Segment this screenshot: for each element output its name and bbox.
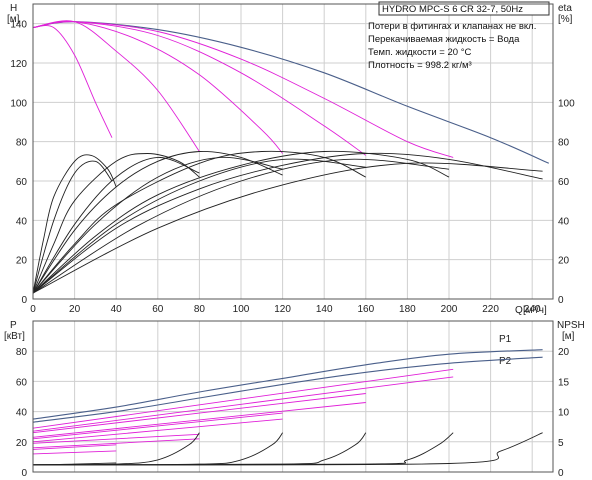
head-black-curve-8 [32, 150, 283, 294]
eta-tick-label: 40 [558, 216, 570, 227]
power-curves [32, 349, 543, 466]
head-black-curve-13 [32, 156, 200, 294]
flow-tick-label: 160 [357, 304, 374, 315]
flow-tick-label: 60 [152, 304, 164, 315]
npsh-axis-unit: [м] [562, 331, 575, 342]
eta-tick-label: 100 [558, 98, 575, 109]
head-tick-label: 80 [16, 138, 28, 149]
flow-axis-unit: [м³/ч] [523, 305, 547, 316]
power-axis-unit: [кВт] [4, 331, 25, 342]
flow-tick-label: 20 [69, 304, 81, 315]
eta-axis-label: eta [558, 3, 572, 14]
head-black-curve-6 [32, 154, 117, 294]
power-tick-label: 20 [16, 438, 28, 449]
npsh-tick-label: 20 [558, 347, 570, 358]
npsh-tick-label: 5 [558, 438, 564, 449]
power-outer-curve-0 [32, 349, 543, 420]
head-tick-label: 40 [16, 216, 28, 227]
head-axis-label: H [10, 3, 17, 14]
eta-tick-label: 0 [558, 295, 564, 306]
head-pink-curve-1 [32, 25, 113, 138]
head-tick-label: 120 [10, 59, 27, 70]
flow-tick-label: 180 [399, 304, 416, 315]
head-black-curve-17 [32, 162, 543, 294]
flow-axis-label: Q [515, 305, 523, 316]
power-tick-label: 60 [16, 377, 28, 388]
power-axis-label: P [10, 320, 17, 331]
title-box [378, 1, 550, 16]
head-black-curve-7 [32, 153, 200, 294]
flow-tick-label: 240 [524, 304, 541, 315]
power-pink-curve-9 [32, 402, 366, 438]
flow-tick-label: 80 [194, 304, 206, 315]
head-pink-curve-5 [32, 21, 454, 158]
power-black-curve-17 [32, 432, 543, 466]
flow-tick-label: 0 [30, 304, 36, 315]
power-pink-curve-5 [32, 438, 200, 449]
head-tick-label: 100 [10, 98, 27, 109]
head-tick-label: 20 [16, 256, 28, 267]
power-pink-curve-3 [32, 444, 117, 450]
p2-series-label: P2 [499, 356, 512, 367]
power-grid: 0 20 40 60 80 0 5 10 15 20 [16, 321, 570, 479]
flow-tick-label: 40 [111, 304, 123, 315]
head-pink-curve-2 [32, 20, 200, 152]
head-axis-unit: [м] [7, 14, 20, 25]
info-line-3: Темп. жидкости = 20 °C [368, 47, 471, 58]
power-pink-curve-2 [32, 450, 117, 455]
flow-tick-label: 200 [441, 304, 458, 315]
head-plot-frame [32, 3, 554, 300]
eta-axis-unit: [%] [558, 14, 573, 25]
flow-tick-label: 140 [316, 304, 333, 315]
npsh-tick-label: 10 [558, 408, 570, 419]
chart-title: HYDRO MPC-S 6 CR 32-7, 50Hz [382, 4, 523, 15]
npsh-tick-label: 0 [558, 468, 564, 479]
power-pink-curve-8 [32, 393, 366, 434]
head-tick-label: 0 [21, 295, 27, 306]
power-pink-curve-4 [32, 433, 200, 444]
p1-series-label: P1 [499, 334, 512, 345]
head-black-curve-11 [32, 152, 543, 294]
head-tick-label: 60 [16, 177, 28, 188]
head-black-curve-12 [32, 160, 113, 294]
power-plot-frame [32, 320, 554, 473]
power-outer-curve-1 [32, 356, 543, 423]
head-black-curve-16 [32, 158, 450, 294]
power-pink-curve-10 [32, 368, 454, 429]
power-pink-curve-7 [32, 418, 283, 443]
info-line-2: Перекачиваемая жидкость = Вода [368, 34, 520, 45]
eta-tick-label: 20 [558, 256, 570, 267]
npsh-tick-label: 15 [558, 377, 570, 388]
power-pink-curve-11 [32, 376, 454, 432]
power-pink-curve-6 [32, 412, 283, 440]
head-black-curve-10 [32, 150, 450, 294]
head-tick-label: 140 [10, 20, 27, 31]
eta-tick-label: 60 [558, 177, 570, 188]
eta-tick-label: 80 [558, 138, 570, 149]
power-black-curve-16 [32, 432, 454, 466]
power-tick-label: 0 [21, 468, 27, 479]
info-line-1: Потери в фитингах и клапанах не вкл. [368, 21, 536, 32]
flow-tick-label: 220 [482, 304, 499, 315]
head-black-curve-15 [32, 158, 366, 294]
flow-tick-label: 120 [274, 304, 291, 315]
head-black-curve-14 [32, 156, 283, 294]
info-line-4: Плотность = 998.2 кг/м³ [368, 60, 472, 71]
head-curves [32, 20, 550, 294]
power-tick-label: 40 [16, 408, 28, 419]
power-tick-label: 80 [16, 347, 28, 358]
npsh-axis-label: NPSH [557, 320, 585, 331]
flow-tick-label: 100 [233, 304, 250, 315]
